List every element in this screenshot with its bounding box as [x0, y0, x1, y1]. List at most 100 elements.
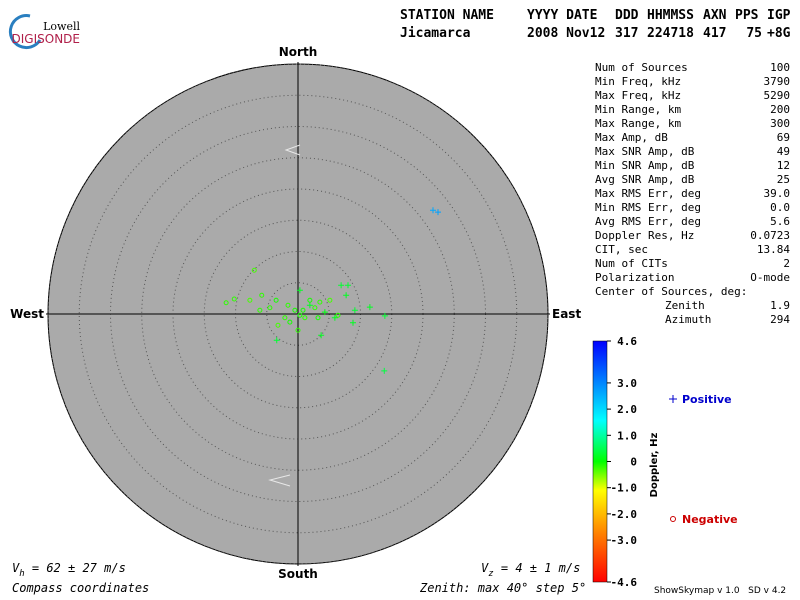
stat-value: 25: [777, 173, 790, 186]
stat-label: Doppler Res, Hz: [595, 229, 694, 242]
colorbar-tick-label: 2.0: [617, 403, 637, 416]
header-value: 417: [703, 26, 726, 41]
stat-label: CIT, sec: [595, 243, 648, 256]
source-point: [267, 305, 273, 311]
logo-swoosh: [8, 14, 42, 50]
source-point: [381, 312, 388, 319]
source-point: [350, 319, 356, 326]
stat-label: Max Amp, dB: [595, 131, 668, 144]
header-value: 317: [615, 26, 638, 41]
stat-label: Avg RMS Err, deg: [595, 215, 701, 228]
source-point: [292, 307, 298, 313]
source-point: [302, 315, 308, 321]
stat-value: 0.0: [770, 201, 790, 214]
source-point: [223, 300, 229, 306]
stat-label: Max Freq, kHz: [595, 89, 681, 102]
stat-label: Num of CITs: [595, 257, 668, 270]
source-point: [338, 282, 345, 289]
stat-label: Max RMS Err, deg: [595, 187, 701, 200]
header-value: Jicamarca: [400, 26, 471, 41]
source-point: [259, 292, 265, 298]
source-point: [430, 207, 436, 214]
source-point: [306, 302, 313, 309]
colorbar-tick-label: 3.0: [617, 377, 637, 390]
stat-value: 300: [770, 117, 790, 130]
compass-west: West: [10, 307, 44, 321]
compass-east: East: [552, 307, 581, 321]
source-point: [273, 297, 279, 303]
center-label: Zenith: [665, 299, 705, 312]
source-point: [307, 297, 313, 303]
stat-value: 0.0723: [750, 229, 790, 242]
stat-label: Min RMS Err, deg: [595, 201, 701, 214]
logo-bottom: DIGISONDE: [12, 32, 80, 46]
source-point: [351, 307, 358, 314]
colorbar-tick-label: -4.6: [611, 576, 638, 589]
source-point: [297, 312, 303, 318]
legend-marker: [669, 395, 677, 403]
compass-north: North: [279, 45, 317, 59]
source-point: [318, 332, 325, 339]
stat-value: 12: [777, 159, 790, 172]
colorbar-tick-label: 0: [630, 456, 637, 469]
header-column: STATION NAME: [400, 8, 494, 23]
direction-glyph: [268, 144, 301, 487]
stat-value: 5290: [764, 89, 791, 102]
stat-label: Min Range, km: [595, 103, 681, 116]
stat-value: O-mode: [750, 271, 790, 284]
colorbar-tick-label: 4.6: [617, 335, 637, 348]
header-value: 2008 Nov12: [527, 26, 605, 41]
compass-south: South: [278, 567, 318, 581]
header-column: PPS: [735, 8, 759, 23]
source-point: [335, 312, 341, 318]
stat-value: 49: [777, 145, 790, 158]
colorbar-tick-label: -3.0: [611, 534, 638, 547]
legend-label: Positive: [682, 393, 732, 406]
center-label: Azimuth: [665, 313, 711, 326]
center-value: 1.9: [770, 299, 790, 312]
source-point: [381, 367, 388, 374]
stat-value: 69: [777, 131, 790, 144]
header-column: HHMMSS: [647, 8, 694, 23]
legend-label: Negative: [682, 513, 738, 526]
center-value: 294: [770, 313, 790, 326]
colorbar-label: Doppler, Hz: [649, 433, 660, 498]
colorbar: [592, 340, 608, 583]
colorbar-tick-label: 1.0: [617, 429, 637, 442]
stat-value: 2: [783, 257, 790, 270]
source-point: [331, 314, 338, 321]
coords-note: Compass coordinates: [12, 581, 149, 595]
header-column: AXN: [703, 8, 727, 23]
source-point: [435, 209, 441, 216]
source-point: [312, 305, 318, 311]
stat-value: 100: [770, 61, 790, 74]
velocity-vz: Vz = 4 ± 1 m/s: [481, 561, 580, 579]
colorbar-tick-label: -2.0: [611, 508, 638, 521]
colorbar-tick-label: -1.0: [611, 482, 638, 495]
source-point: [345, 282, 351, 289]
stat-value: 13.84: [757, 243, 790, 256]
header-value: +8G: [767, 26, 791, 41]
stat-value: 200: [770, 103, 790, 116]
source-point: [282, 315, 288, 321]
stat-label: Min Freq, kHz: [595, 75, 681, 88]
source-point: [315, 315, 321, 321]
header-column: YYYY DATE: [527, 8, 597, 23]
stat-value: 39.0: [764, 187, 791, 200]
source-point: [257, 307, 263, 313]
source-point: [247, 297, 253, 303]
stat-label: Num of Sources: [595, 61, 688, 74]
logo-top: Lowell: [43, 20, 80, 33]
legend-marker: [670, 516, 676, 522]
source-point: [343, 292, 350, 299]
stat-label: Avg SNR Amp, dB: [595, 173, 695, 186]
source-point: [366, 304, 373, 311]
zenith-note: Zenith: max 40° step 5°: [419, 581, 586, 595]
source-point: [285, 302, 291, 308]
source-point: [251, 267, 257, 273]
source-point: [287, 319, 293, 325]
velocity-vh: Vh = 62 ± 27 m/s: [12, 561, 126, 579]
source-point: [295, 327, 301, 333]
source-point: [317, 299, 323, 305]
